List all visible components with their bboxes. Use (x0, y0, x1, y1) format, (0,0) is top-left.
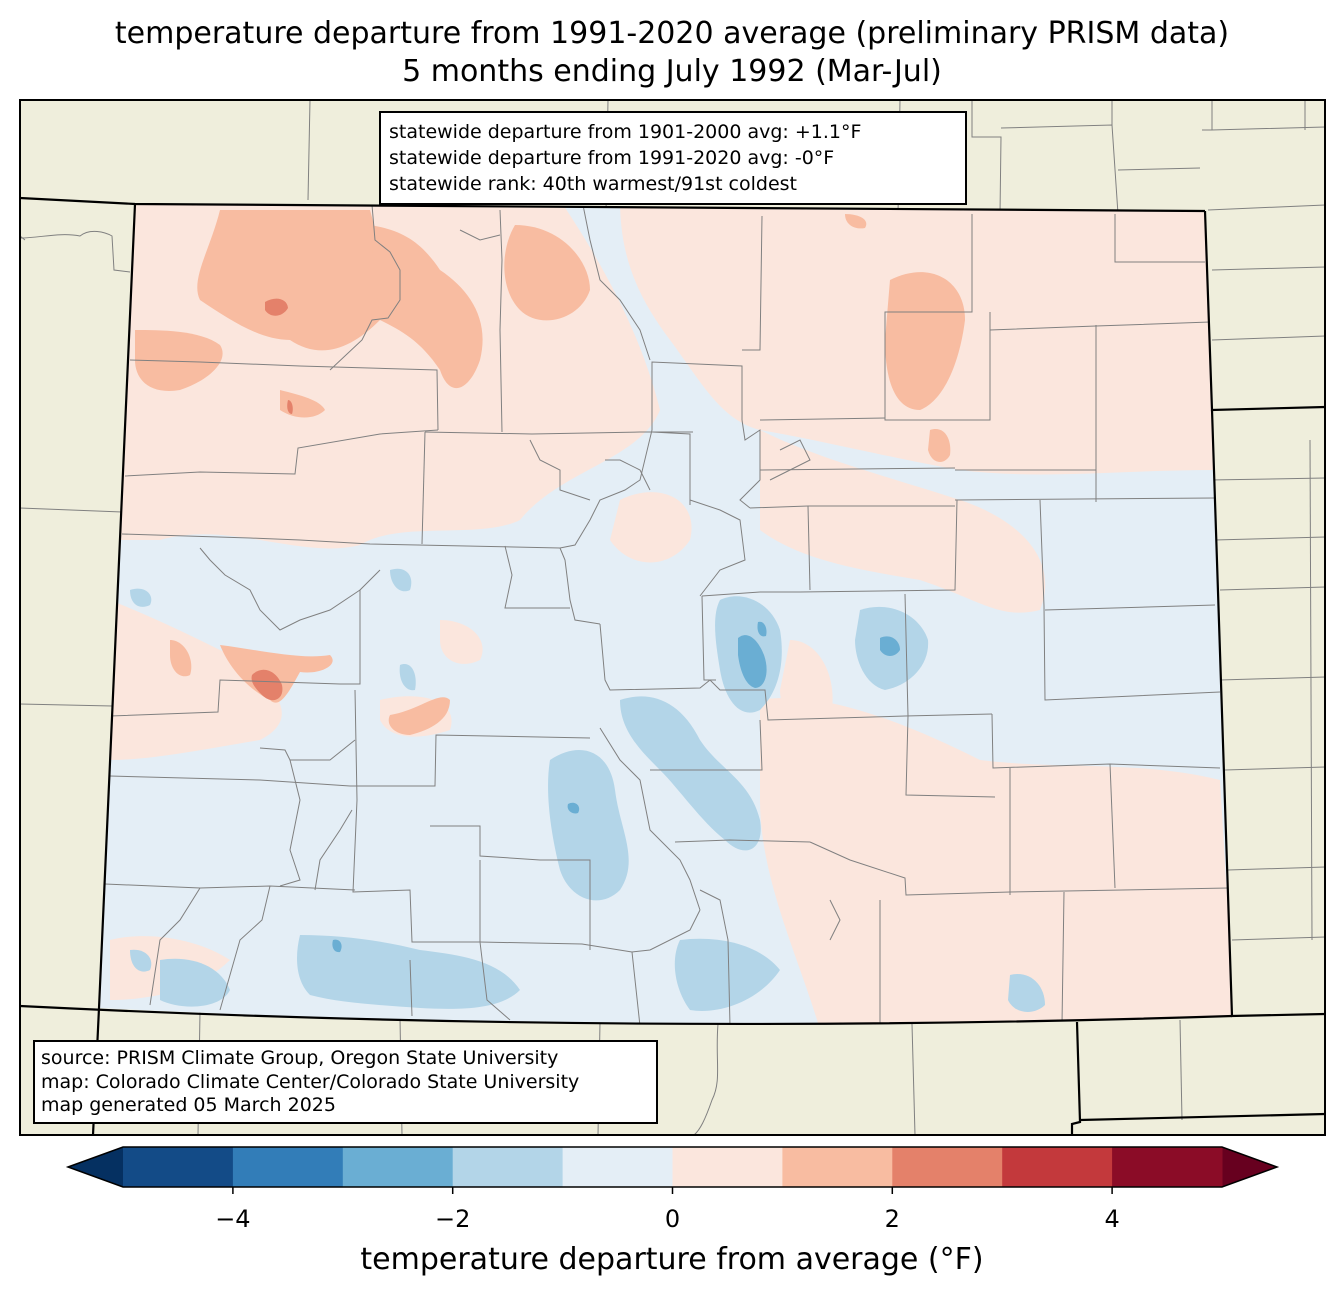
colorado-county-lines (104, 204, 1231, 1025)
colorbar-tick-label: 2 (884, 1205, 900, 1233)
colorbar-tick-label: 4 (1104, 1205, 1120, 1233)
colorbar-bin-4 (562, 1147, 673, 1187)
anomaly-region-2-to-3 (251, 298, 293, 701)
colorbar-tick-label: 0 (664, 1205, 681, 1233)
colorbar-extend-low (68, 1147, 123, 1187)
colorbar-bin-5 (672, 1147, 783, 1187)
colorbar-bin-2 (342, 1147, 454, 1187)
colorbar-label: temperature departure from average (°F) (360, 1242, 984, 1277)
colorbar-bin-6 (782, 1147, 893, 1187)
source-line: source: PRISM Climate Group, Oregon Stat… (41, 1047, 559, 1069)
map-subtitle: 5 months ending July 1992 (Mar-Jul) (402, 54, 942, 89)
colorbar-bin-8 (1002, 1147, 1113, 1187)
colorado-anomaly-field (99, 204, 1232, 1025)
stats-rank: statewide rank: 40th warmest/91st coldes… (389, 173, 798, 195)
colorbar (65, 1146, 1280, 1194)
map-title: temperature departure from 1991-2020 ave… (114, 16, 1230, 51)
colorbar-bin-9 (1112, 1147, 1223, 1187)
stats-departure-1991-2020: statewide departure from 1991-2020 avg: … (389, 147, 835, 169)
colorbar-outline (65, 1146, 1280, 1188)
colorbar-tick-label: −2 (434, 1205, 471, 1233)
map-frame (19, 99, 1326, 1136)
colorbar-tick-label: −4 (215, 1205, 251, 1233)
anomaly-region-minus-2-to-minus-3 (332, 621, 900, 953)
map-generated-line: map generated 05 March 2025 (41, 1094, 336, 1116)
map-credit-line: map: Colorado Climate Center/Colorado St… (41, 1070, 580, 1093)
colorbar-bin-7 (892, 1147, 1003, 1187)
stats-departure-1901-2000: statewide departure from 1901-2000 avg: … (389, 121, 862, 143)
colorbar-bin-3 (452, 1147, 564, 1187)
colorbar-bin-1 (232, 1147, 344, 1187)
source-credit-box: source: PRISM Climate Group, Oregon Stat… (33, 1040, 658, 1124)
anomaly-region-minus-1-to-minus-2 (130, 568, 1045, 1012)
statewide-stats-box: statewide departure from 1901-2000 avg: … (379, 111, 967, 205)
colorbar-bin-0 (123, 1147, 234, 1187)
colorbar-extend-high (1222, 1147, 1277, 1187)
